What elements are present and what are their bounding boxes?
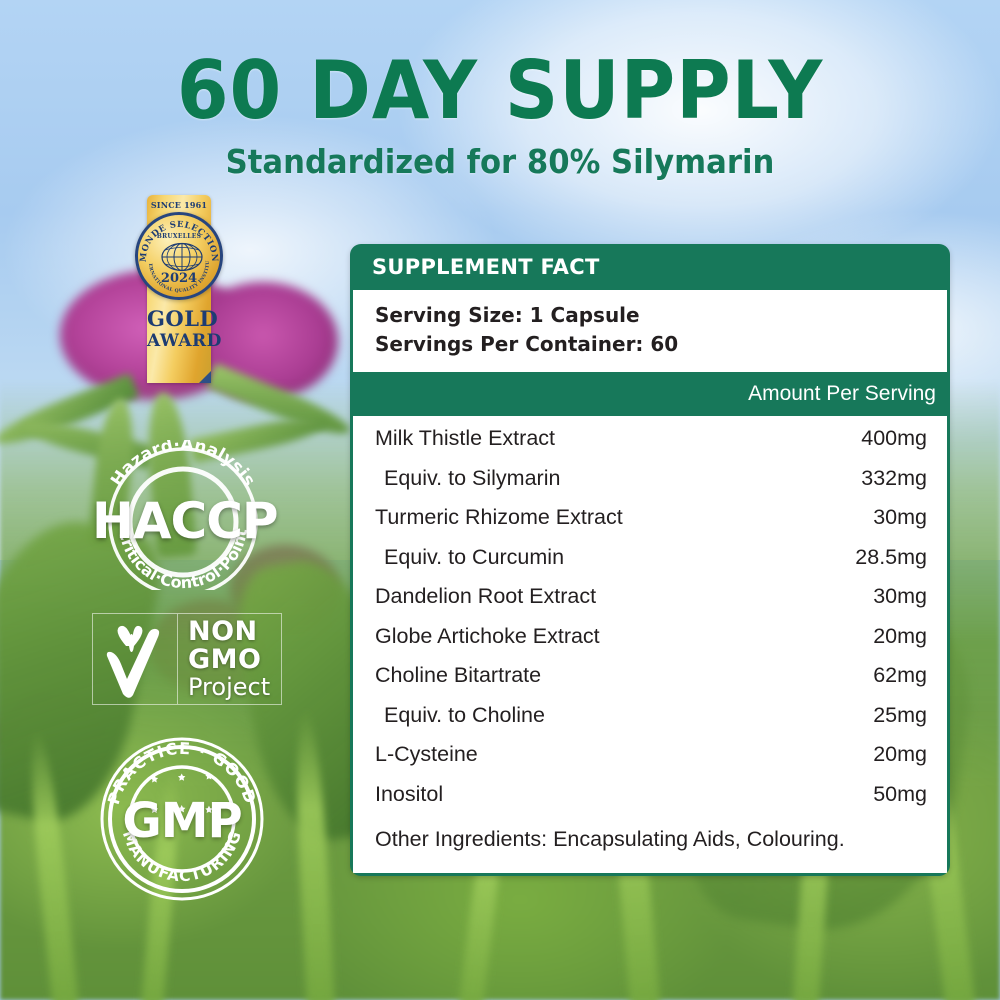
gmp-stars	[150, 772, 213, 813]
ingredient-name: Equiv. to Curcumin	[384, 544, 565, 569]
supplement-facts-title: SUPPLEMENT FACT	[372, 255, 600, 279]
monde-selection-badge: SINCE 1961 MONDE SELECTION INTERNATIONAL…	[133, 195, 225, 383]
monde-award-line1: GOLD	[147, 306, 219, 331]
other-ingredients: Other Ingredients: Encapsulating Aids, C…	[375, 827, 845, 851]
monde-award-line2: AWARD	[147, 331, 222, 351]
table-row: Globe Artichoke Extract 20mg	[375, 624, 927, 664]
monde-year: 2024	[160, 271, 198, 286]
ingredient-amount: 28.5mg	[855, 544, 927, 569]
haccp-badge: Hazard·Analysis Critical·Control·Point H…	[92, 440, 279, 590]
table-row: Turmeric Rhizome Extract 30mg	[375, 505, 927, 545]
ingredient-name: Choline Bitartrate	[375, 663, 542, 687]
table-row: L-Cysteine 20mg	[375, 742, 927, 782]
ingredient-amount: 50mg	[873, 781, 927, 806]
ingredient-amount: 400mg	[861, 426, 927, 450]
table-row: Equiv. to Silymarin 332mg	[375, 466, 927, 506]
non-gmo-line1: NON	[188, 615, 258, 647]
table-row: Choline Bitartrate 62mg	[375, 663, 927, 703]
ingredient-table: Milk Thistle Extract 400mg Equiv. to Silym…	[353, 416, 947, 873]
monde-seal: MONDE SELECTION INTERNATIONAL QUALITY IN…	[135, 212, 223, 300]
gmp-badge: PRACTICE · GOOD MANUFACTURING GMP	[98, 735, 266, 903]
supplement-facts-panel: SUPPLEMENT FACT Serving Size: 1 Capsule …	[350, 244, 950, 876]
ingredient-amount: 30mg	[873, 584, 927, 608]
ingredient-amount: 62mg	[873, 663, 927, 687]
non-gmo-line3: Project	[188, 672, 271, 701]
haccp-label: HACCP	[92, 492, 279, 550]
ingredient-amount: 20mg	[873, 742, 927, 766]
serving-size: Serving Size: 1 Capsule	[375, 303, 640, 327]
ingredient-name: Equiv. to Choline	[384, 702, 545, 727]
table-row: Equiv. to Choline 25mg	[375, 703, 927, 743]
table-row: Inositol 50mg	[375, 782, 927, 822]
ingredient-name: Dandelion Root Extract	[375, 584, 597, 608]
non-gmo-line2: GMO	[188, 643, 262, 675]
ingredient-name: Globe Artichoke Extract	[375, 623, 600, 648]
table-row: Milk Thistle Extract 400mg	[375, 426, 927, 466]
gmp-rings: PRACTICE · GOOD MANUFACTURING	[100, 737, 264, 901]
ingredient-name: Turmeric Rhizome Extract	[375, 505, 623, 529]
page-title: 60 DAY SUPPLY	[176, 44, 824, 137]
monde-award-label: GOLD AWARD	[147, 306, 222, 353]
ingredient-amount: 332mg	[861, 465, 927, 490]
headline-block: 60 DAY SUPPLY Standardized for 80% Silym…	[0, 44, 1000, 182]
ingredient-amount: 25mg	[873, 702, 927, 727]
haccp-rings: Hazard·Analysis Critical·Control·Point	[107, 440, 259, 590]
ingredient-name: Inositol	[375, 781, 444, 806]
non-gmo-text: NON GMO Project	[177, 614, 270, 704]
page-subtitle: Standardized for 80% Silymarin	[225, 142, 775, 181]
monde-bruxelles-label: BRUXELLES	[156, 233, 202, 240]
table-row: Dandelion Root Extract 30mg	[375, 584, 927, 624]
ingredient-name: Milk Thistle Extract	[375, 426, 555, 450]
ingredient-name: Equiv. to Silymarin	[384, 465, 561, 490]
globe-icon	[161, 242, 203, 272]
non-gmo-project-badge: NON GMO Project	[92, 613, 282, 705]
servings-per-container: Servings Per Container: 60	[375, 332, 679, 356]
amount-per-serving-header: Amount Per Serving	[748, 382, 936, 405]
butterfly-checkmark-icon	[93, 616, 177, 702]
ingredient-amount: 20mg	[873, 623, 927, 648]
ingredient-name: L-Cysteine	[375, 742, 478, 766]
serving-info-box: Serving Size: 1 Capsule Servings Per Con…	[353, 290, 947, 372]
table-row: Equiv. to Curcumin 28.5mg	[375, 545, 927, 585]
svg-text:Hazard·Analysis: Hazard·Analysis	[107, 440, 259, 490]
gmp-label: GMP	[122, 793, 242, 849]
ingredient-amount: 30mg	[873, 505, 927, 529]
monde-since-label: SINCE 1961	[150, 200, 208, 210]
